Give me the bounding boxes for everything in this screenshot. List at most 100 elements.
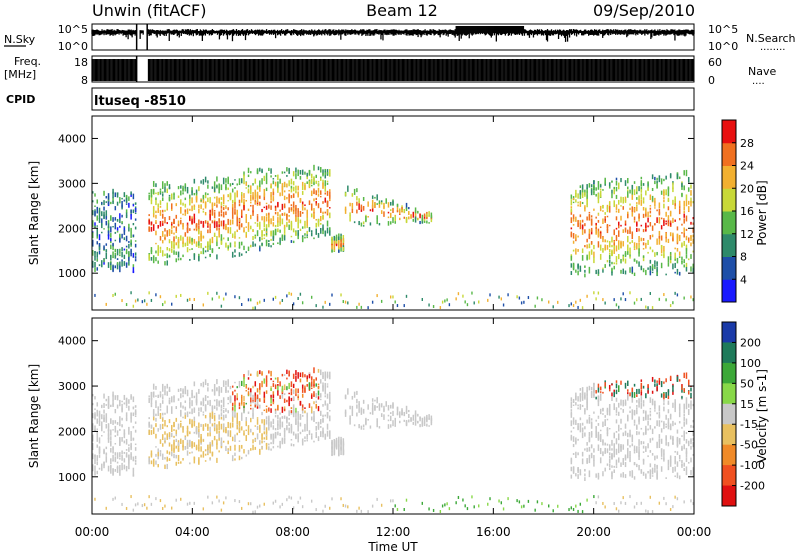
velocity-cell (297, 372, 299, 379)
power-cell (283, 190, 286, 193)
velocity-cell (103, 431, 105, 433)
power-cell (270, 245, 272, 248)
velocity-cell (259, 424, 261, 430)
power-cell (159, 210, 162, 216)
velocity-cell (274, 428, 277, 431)
power-cell (243, 229, 245, 233)
power-cell (155, 210, 157, 214)
power-cell (329, 212, 331, 219)
power-cell (204, 220, 207, 224)
velocity-cell (243, 395, 245, 402)
power-cell (606, 215, 609, 218)
power-cell (123, 192, 126, 198)
power-cell (256, 201, 259, 205)
power-cell (207, 220, 209, 223)
power-cell (306, 181, 308, 184)
velocity-cell (579, 502, 582, 506)
velocity-cell (182, 439, 184, 443)
power-cell (297, 210, 299, 218)
power-cell (270, 194, 272, 201)
power-cell (581, 229, 584, 235)
velocity-cell (523, 504, 525, 508)
velocity-cell (586, 397, 588, 403)
power-cell (166, 253, 168, 259)
velocity-cell (123, 429, 126, 431)
velocity-cell (96, 439, 99, 442)
velocity-cell (268, 407, 270, 412)
power-cell (636, 206, 638, 212)
velocity-cell (243, 433, 245, 436)
velocity-cell (177, 427, 180, 430)
velocity-cell (288, 495, 290, 499)
power-cell (624, 196, 627, 202)
power-cell (180, 207, 182, 213)
velocity-cell (577, 425, 579, 430)
velocity-cell (112, 420, 114, 425)
velocity-cell (378, 426, 381, 429)
power-cell (656, 209, 658, 212)
power-cell (292, 201, 295, 208)
power-cell (204, 250, 207, 253)
velocity-cell (130, 452, 132, 458)
velocity-cell (180, 422, 182, 428)
power-cell (667, 221, 670, 227)
power-cell (250, 171, 252, 174)
power-cell (624, 180, 627, 186)
velocity-cell (161, 400, 164, 404)
velocity-cell (342, 444, 345, 451)
power-cell (252, 183, 254, 186)
velocity-cell (586, 401, 588, 408)
velocity-cell (527, 499, 530, 503)
velocity-cell (365, 419, 367, 426)
power-cell (588, 183, 591, 188)
velocity-cell (277, 420, 279, 426)
power-cell (268, 223, 270, 228)
power-cell (624, 258, 627, 264)
power-cell (602, 237, 604, 243)
velocity-cell (159, 394, 162, 398)
power-cell (107, 193, 110, 200)
power-cell (638, 213, 640, 219)
velocity-cell (299, 372, 302, 378)
velocity-cell (211, 451, 214, 457)
velocity-cell (371, 407, 374, 412)
power-cell (676, 268, 679, 275)
power-cell (270, 230, 272, 237)
power-cell (171, 241, 173, 248)
power-cell (667, 206, 670, 211)
velocity-cell (286, 399, 288, 403)
velocity-cell (211, 444, 214, 447)
velocity-cell (114, 435, 117, 438)
power-cell (184, 206, 187, 208)
velocity-cell (263, 502, 265, 506)
velocity-cell (288, 418, 290, 420)
power-cell (171, 193, 173, 200)
power-cell (608, 224, 611, 227)
power-cell (155, 230, 157, 236)
power-cell (548, 300, 550, 304)
velocity-cell (213, 424, 216, 428)
velocity-cell (371, 504, 374, 508)
velocity-cell (198, 439, 200, 446)
velocity-cell (220, 437, 223, 444)
station-title: Unwin (fitACF) (92, 1, 206, 20)
velocity-cell (428, 507, 430, 511)
power-cell (272, 242, 275, 245)
power-cell (159, 235, 162, 241)
velocity-cell (161, 426, 164, 430)
power-cell (633, 207, 636, 212)
power-cell (588, 228, 591, 234)
velocity-cell (272, 439, 275, 445)
velocity-cell (123, 402, 126, 405)
power-cell (94, 267, 96, 272)
power-cell (690, 184, 692, 189)
velocity-cell (152, 410, 155, 417)
power-cell (304, 207, 306, 211)
power-cell (324, 173, 327, 179)
power-cell (189, 194, 191, 199)
power-cell (238, 178, 241, 186)
velocity-cell (157, 448, 159, 455)
velocity-cell (128, 447, 130, 452)
velocity-cell (184, 387, 187, 392)
velocity-cell (128, 399, 130, 404)
